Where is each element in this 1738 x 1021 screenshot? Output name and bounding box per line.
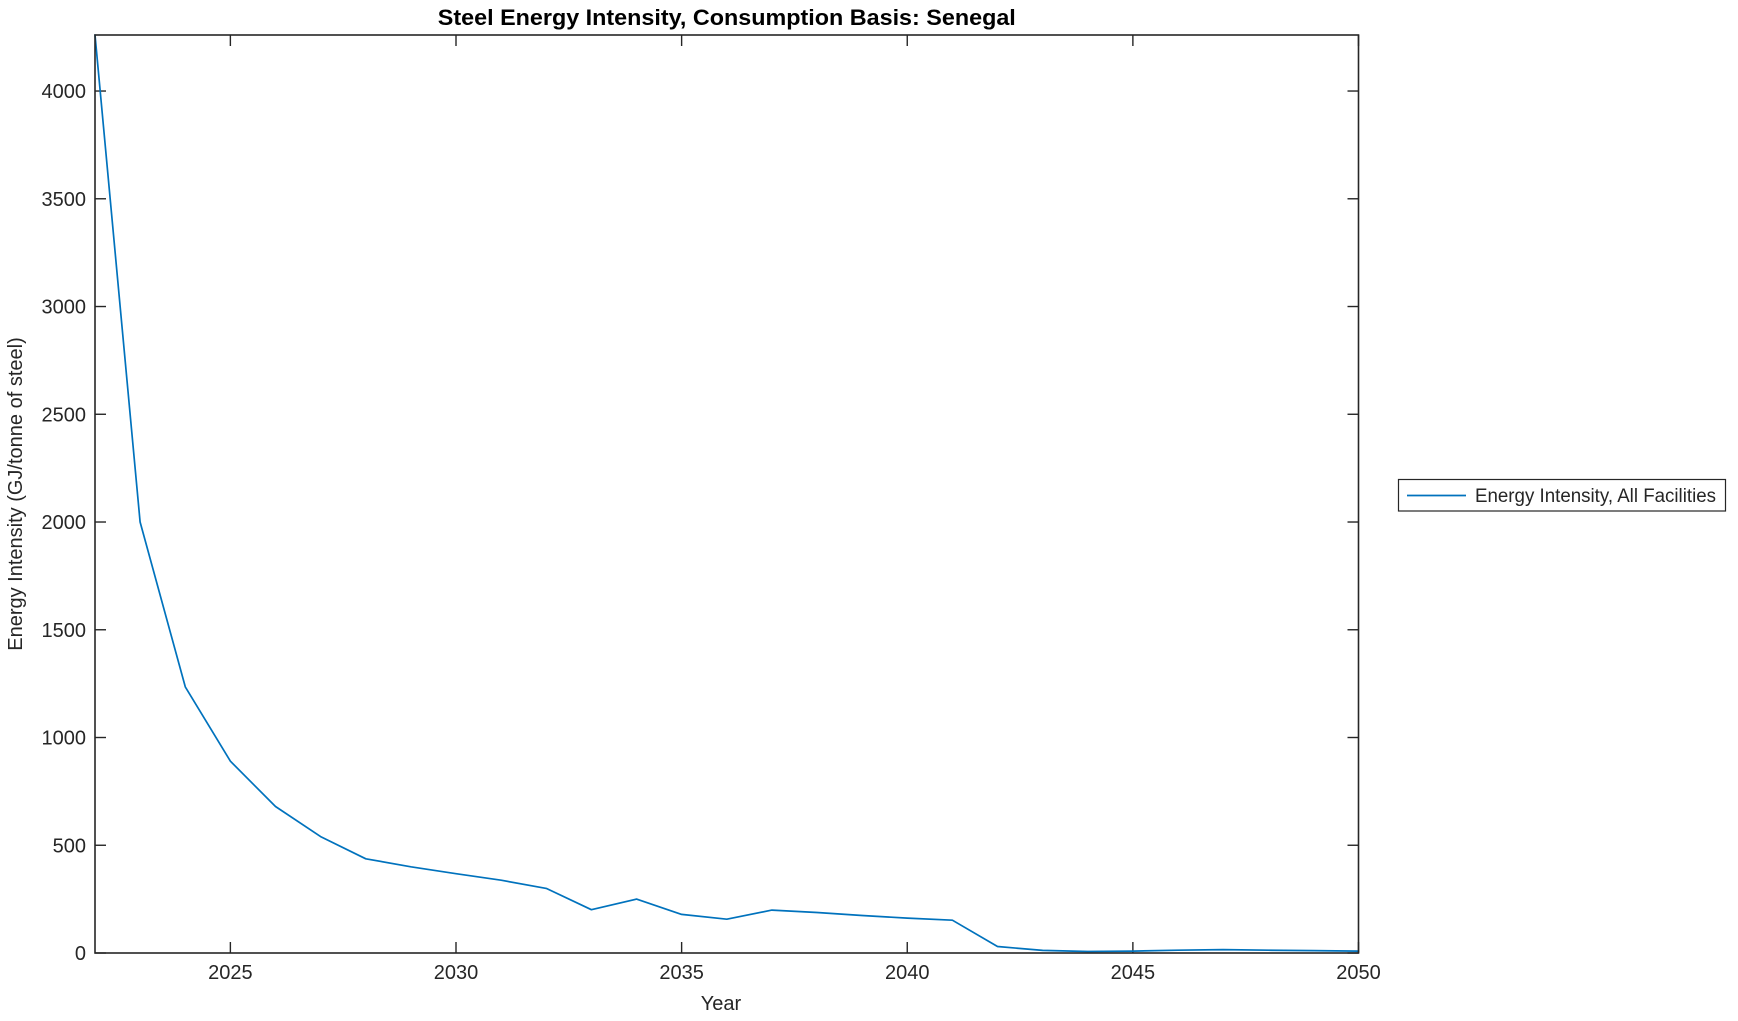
legend-label: Energy Intensity, All Facilities [1475, 486, 1716, 507]
x-tick-label: 2025 [208, 962, 253, 984]
x-tick-label: 2045 [1111, 962, 1156, 984]
x-tick-label: 2040 [885, 962, 930, 984]
y-tick-label: 4000 [42, 81, 87, 103]
axes-box [94, 34, 1360, 954]
plot-title: Steel Energy Intensity, Consumption Basi… [438, 5, 1016, 30]
y-tick-label: 1500 [42, 620, 87, 642]
y-tick-label: 500 [53, 835, 86, 857]
y-tick-label: 2000 [42, 512, 87, 534]
y-tick-label: 0 [75, 943, 86, 965]
plot-area [95, 35, 1359, 953]
y-axis-label: Energy Intensity (GJ/tonne of steel) [5, 337, 27, 651]
axis-ticks: 2025 2030 2035 2040 2045 2050 0 500 1000 1500 2000… [42, 35, 1381, 984]
x-axis-label: Year [701, 993, 742, 1015]
legend: Energy Intensity, All Facilities [1397, 478, 1727, 512]
y-tick-label: 3500 [42, 189, 87, 211]
data-line-energy-intensity [94, 34, 1360, 953]
x-tick-label: 2030 [434, 962, 479, 984]
y-tick-label: 3000 [42, 297, 87, 319]
x-tick-label: 2050 [1336, 962, 1381, 984]
y-tick-label: 1000 [42, 728, 87, 750]
y-tick-label: 2500 [42, 404, 87, 426]
x-tick-label: 2035 [659, 962, 704, 984]
